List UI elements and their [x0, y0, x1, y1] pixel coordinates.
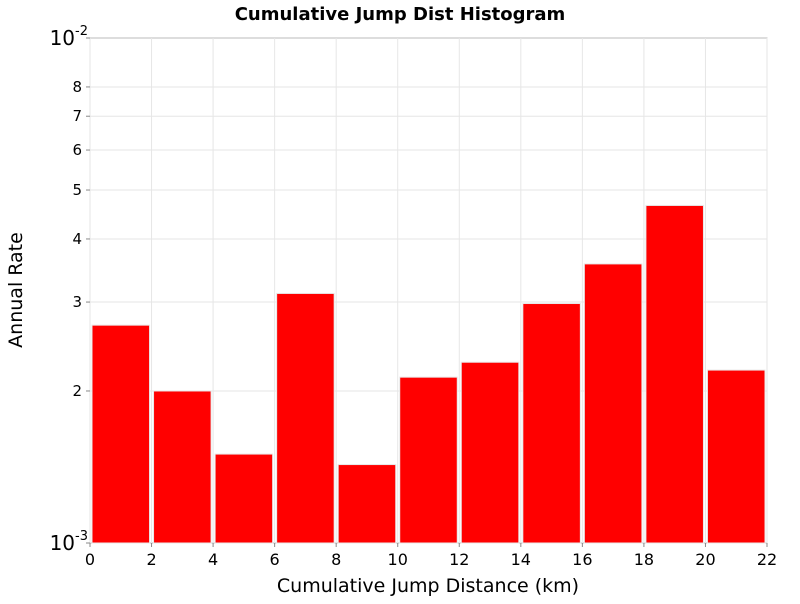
- x-tick-label: 2: [146, 550, 156, 569]
- histogram-bar: [214, 453, 274, 544]
- y-tick-label: 5: [72, 181, 82, 199]
- chart-title: Cumulative Jump Dist Histogram: [235, 4, 566, 25]
- x-tick-label: 22: [757, 550, 777, 569]
- decade-base: 10: [50, 26, 75, 50]
- y-decade-label: 10-3: [50, 529, 88, 555]
- histogram-bar: [706, 369, 766, 544]
- histogram-bar: [522, 303, 581, 544]
- y-tick-label: 6: [72, 141, 82, 159]
- y-axis-label: Annual Rate: [5, 232, 27, 348]
- histogram-bar: [460, 361, 520, 544]
- x-tick-label: 4: [208, 550, 218, 569]
- x-tick-label: 20: [695, 550, 715, 569]
- grid: [89, 38, 768, 543]
- y-tick-label: 8: [72, 78, 82, 96]
- x-tick-label: 16: [572, 550, 592, 569]
- histogram-bar: [276, 292, 335, 544]
- y-tick-label: 4: [72, 230, 82, 248]
- bars: [91, 204, 766, 544]
- y-tick-label: 3: [72, 293, 82, 311]
- histogram-bar: [153, 390, 212, 544]
- x-axis-ticks: 0 2 4 6 8 10 12 14 16 18 20 22: [85, 543, 777, 569]
- x-axis-label: Cumulative Jump Distance (km): [277, 575, 579, 597]
- histogram-bar: [91, 324, 151, 544]
- x-tick-label: 0: [85, 550, 95, 569]
- decade-exponent: -2: [75, 24, 88, 39]
- histogram-bar: [645, 204, 704, 544]
- histogram-bar: [399, 376, 458, 544]
- histogram-bar: [337, 464, 397, 544]
- decade-base: 10: [50, 531, 75, 555]
- x-tick-label: 8: [331, 550, 341, 569]
- decade-exponent: -3: [75, 529, 88, 544]
- y-tick-label: 7: [72, 107, 82, 125]
- y-tick-label: 2: [72, 382, 82, 400]
- x-tick-label: 14: [511, 550, 531, 569]
- x-tick-label: 6: [270, 550, 280, 569]
- x-tick-label: 18: [634, 550, 654, 569]
- y-decade-label: 10-2: [50, 24, 88, 50]
- histogram-bar: [583, 263, 643, 544]
- x-tick-label: 12: [449, 550, 469, 569]
- x-tick-label: 10: [388, 550, 408, 569]
